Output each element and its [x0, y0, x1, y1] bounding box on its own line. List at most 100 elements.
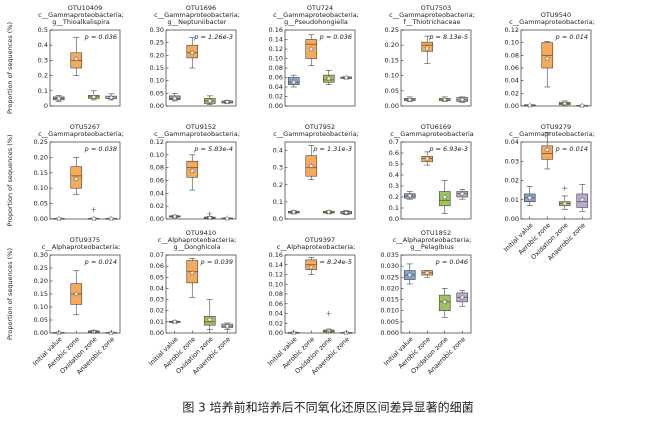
mean-marker — [561, 100, 568, 107]
mean-marker — [343, 209, 350, 216]
mean-marker — [308, 45, 315, 52]
plot-frame — [400, 29, 472, 107]
y-tick-label: 0.10 — [385, 72, 399, 80]
mean-marker — [55, 95, 62, 102]
y-tick-label: 0.04 — [150, 189, 164, 197]
taxon-label: c__Alphaproteobacteria; — [42, 243, 121, 251]
p-value: p = 6.93e-3 — [428, 145, 468, 153]
outlier — [562, 185, 568, 191]
mean-marker — [224, 322, 231, 330]
plot-frame — [400, 141, 472, 220]
mean-marker — [189, 49, 196, 56]
y-tick-label: 0.02 — [505, 89, 519, 97]
y-tick-label: 0.30 — [150, 26, 164, 34]
y-tick-label: 0.10 — [150, 77, 164, 85]
y-tick-label: 0.000 — [380, 329, 399, 337]
y-tick-label: 0.5 — [389, 160, 399, 168]
mean-marker — [171, 318, 178, 325]
plot-frame — [165, 254, 237, 334]
y-tick-label: 0.01 — [505, 196, 519, 204]
mean-marker — [441, 193, 448, 200]
y-tick-label: 0.03 — [150, 296, 164, 304]
mean-marker — [406, 96, 413, 103]
y-tick-label: 0.14 — [269, 36, 283, 44]
mean-marker — [459, 293, 466, 301]
panel-title: OTU6169 — [421, 123, 451, 131]
panel: OTU1696c__Gammaproteobacteria;g__Neptuni… — [150, 4, 240, 110]
y-tick-label: 0.5 — [38, 26, 48, 34]
y-tick-label: 0.1 — [38, 87, 48, 95]
y-tick-label: 0.2 — [273, 181, 283, 189]
taxon-label: c__Alphaproteobacteria; — [393, 236, 472, 244]
y-tick-label: 0.00 — [269, 102, 283, 110]
mean-marker — [189, 167, 196, 174]
y-tick-label: 0.15 — [150, 64, 164, 72]
y-tick-label: 0.2 — [38, 72, 48, 80]
plot-frame — [49, 254, 121, 334]
y-tick-label: 0.16 — [269, 26, 283, 34]
panel-title: OTU724 — [307, 4, 333, 12]
mean-marker — [206, 214, 213, 221]
taxon-label: f__Thiotrichaceae — [404, 18, 461, 26]
y-tick-label: 0.7 — [389, 138, 399, 146]
panel-title: OTU9375 — [70, 236, 100, 244]
plot-frame — [520, 29, 592, 107]
y-tick-label: 0.015 — [380, 296, 399, 304]
taxon-label: g__Donghicola — [173, 243, 220, 251]
y-tick-label: 0.00 — [150, 215, 164, 223]
mean-marker — [441, 96, 448, 103]
mean-marker — [224, 215, 231, 222]
taxon-label: c__Gammaproteobacteria; — [389, 11, 475, 19]
y-tick-label: 0 — [44, 102, 48, 110]
p-value: p = 8.13e-5 — [428, 33, 468, 41]
p-value: p = 0.038 — [84, 145, 117, 153]
panel-title: OTU10409 — [68, 4, 103, 12]
taxon-label: c__Gammaproteobacteria; — [154, 130, 240, 138]
panel: OTU9410c__Alphaproteobacteria;g__Donghic… — [147, 229, 237, 376]
y-tick-label: 0.04 — [150, 284, 164, 292]
panel: OTU1852c__Alphaproteobacteria;g__Pelagib… — [380, 229, 472, 376]
panel-title: OTU7503 — [421, 4, 451, 12]
panel-title: OTU5267 — [70, 123, 100, 131]
mean-marker — [526, 102, 533, 109]
y-tick-label: 0.15 — [34, 169, 48, 177]
y-tick-label: 0.06 — [150, 177, 164, 185]
y-tick-label: 0.1 — [273, 198, 283, 206]
plot-frame — [400, 254, 472, 334]
y-tick-label: 0.25 — [34, 264, 48, 272]
y-tick-label: 0.04 — [505, 77, 519, 85]
y-tick-label: 0.02 — [269, 319, 283, 327]
box — [541, 145, 554, 160]
mean-marker — [459, 190, 466, 197]
plot-frame — [49, 141, 121, 220]
taxon-label: c__Gammaproteobacteria; — [509, 18, 595, 26]
taxon-label: g__Neptuniibacter — [168, 18, 227, 26]
mean-marker — [308, 263, 315, 270]
mean-marker — [343, 74, 350, 81]
y-tick-label: 0.00 — [150, 102, 164, 110]
y-tick-label: 0.06 — [150, 262, 164, 270]
p-value: p = 1.26e-3 — [193, 33, 233, 41]
panel-title: OTU7952 — [305, 123, 335, 131]
mean-marker — [90, 215, 97, 222]
y-tick-label: 0.2 — [389, 193, 399, 201]
mean-marker — [406, 192, 413, 199]
mean-marker — [206, 97, 213, 104]
mean-marker — [561, 200, 568, 207]
y-tick-label: 0.035 — [380, 251, 399, 259]
panel-title: OTU9152 — [186, 123, 216, 131]
panel-title: OTU1696 — [186, 4, 216, 12]
mean-marker — [579, 196, 586, 203]
y-tick-label: 0.07 — [150, 251, 164, 259]
y-axis-label: Proportion of sequences (%) — [6, 22, 14, 114]
mean-marker — [73, 175, 80, 182]
p-value: p = 0.036 — [319, 33, 352, 41]
taxon-label: g__Pelagibius — [410, 243, 454, 251]
y-tick-label: 0.05 — [150, 273, 164, 281]
figure-caption: 图 3 培养前和培养后不同氧化还原区间差异显著的细菌 — [182, 400, 473, 415]
y-tick-label: 0.15 — [34, 290, 48, 298]
